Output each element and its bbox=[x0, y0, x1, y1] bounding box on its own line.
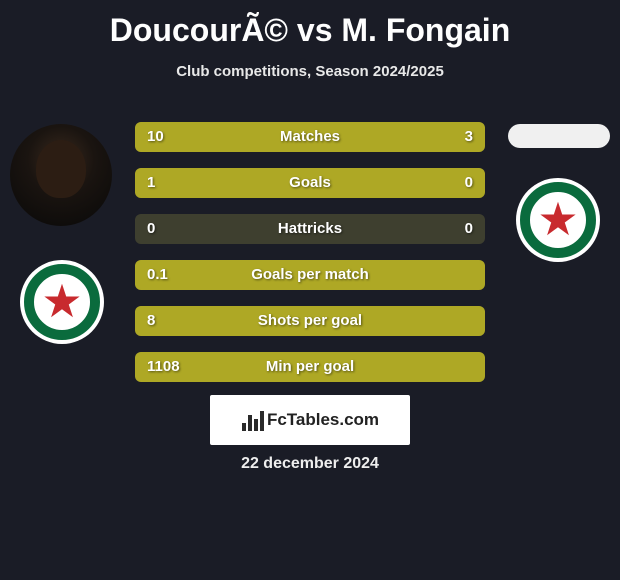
stat-row: 00Hattricks bbox=[135, 214, 485, 244]
stat-label: Goals bbox=[135, 168, 485, 198]
branding-box: FcTables.com bbox=[210, 395, 410, 445]
stat-row: 8Shots per goal bbox=[135, 306, 485, 336]
stat-label: Hattricks bbox=[135, 214, 485, 244]
page-subtitle: Club competitions, Season 2024/2025 bbox=[0, 63, 620, 80]
bars-icon bbox=[241, 409, 263, 431]
stat-row: 0.1Goals per match bbox=[135, 260, 485, 290]
date-label: 22 december 2024 bbox=[0, 455, 620, 473]
stat-label: Goals per match bbox=[135, 260, 485, 290]
stat-label: Shots per goal bbox=[135, 306, 485, 336]
stat-row: 10Goals bbox=[135, 168, 485, 198]
stat-label: Matches bbox=[135, 122, 485, 152]
player-photo-right bbox=[508, 124, 610, 148]
comparison-chart: 103Matches 10Goals 00Hattricks 0.1Goals per… bbox=[135, 122, 485, 398]
club-badge-right: ★ bbox=[516, 178, 600, 262]
stat-row: 1108Min per goal bbox=[135, 352, 485, 382]
club-badge-left: ★ bbox=[20, 260, 104, 344]
badge-star-icon: ★ bbox=[537, 196, 578, 242]
stat-label: Min per goal bbox=[135, 352, 485, 382]
badge-star-icon: ★ bbox=[41, 278, 82, 324]
page-title: DoucourÃ© vs M. Fongain bbox=[0, 0, 620, 49]
player-photo-left bbox=[10, 124, 112, 226]
stat-row: 103Matches bbox=[135, 122, 485, 152]
branding-text: FcTables.com bbox=[267, 410, 379, 430]
